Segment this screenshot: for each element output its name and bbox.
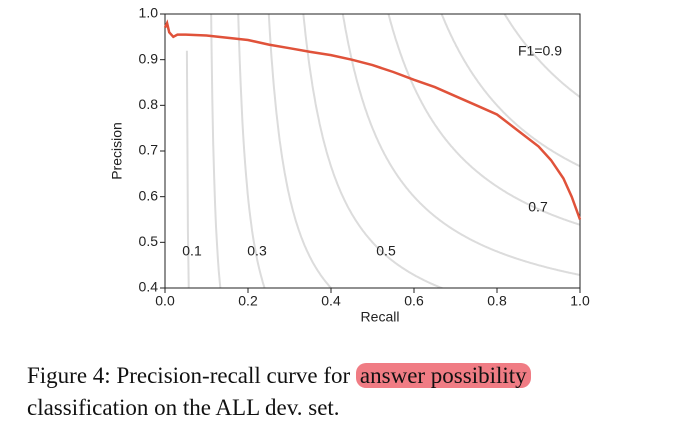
caption-text: Figure 4: Precision-recall curve for [27, 363, 351, 388]
iso-f1-curve [503, 14, 580, 99]
iso-f1-label: 0.7 [528, 199, 548, 215]
y-tick-label: 0.8 [139, 96, 159, 112]
y-tick-label: 0.5 [139, 233, 159, 249]
figure-caption: Figure 4: Precision-recall curve for ans… [27, 360, 677, 424]
iso-f1-curve [341, 14, 580, 276]
caption-text: classification on the ALL dev. set. [27, 395, 340, 420]
iso-f1-group [185, 14, 580, 288]
iso-f1-curve [387, 14, 580, 226]
x-tick-label: 0.4 [321, 293, 341, 309]
y-tick-label: 1.0 [139, 5, 159, 21]
iso-f1-curve [440, 14, 580, 168]
y-tick-label: 0.4 [139, 279, 159, 295]
x-tick-label: 1.0 [570, 293, 590, 309]
pr-curve [163, 19, 582, 220]
y-axis-label: Precision [109, 122, 125, 180]
iso-f1-label: 0.1 [182, 243, 202, 259]
chart: Recall Precision 0.1 0.3 0.50.7F1=0.90.0 0.… [109, 5, 590, 325]
x-tick-label: 0.6 [404, 293, 424, 309]
x-tick-label: 0.0 [155, 293, 175, 309]
iso-f1-label: 0.5 [376, 243, 396, 259]
iso-f1-curve [267, 14, 333, 288]
x-tick-label: 0.8 [487, 293, 507, 309]
x-tick-label: 0.2 [238, 293, 258, 309]
y-tick-label: 0.7 [139, 142, 159, 158]
iso-f1-curve [302, 14, 445, 288]
x-axis-label: Recall [361, 309, 400, 325]
y-tick-label: 0.6 [139, 187, 159, 203]
iso-f1-label: 0.3 [247, 243, 267, 259]
y-tick-label: 0.9 [139, 50, 159, 66]
iso-f1-label: F1=0.9 [518, 43, 562, 59]
caption-highlight: answer possibility [355, 363, 531, 388]
